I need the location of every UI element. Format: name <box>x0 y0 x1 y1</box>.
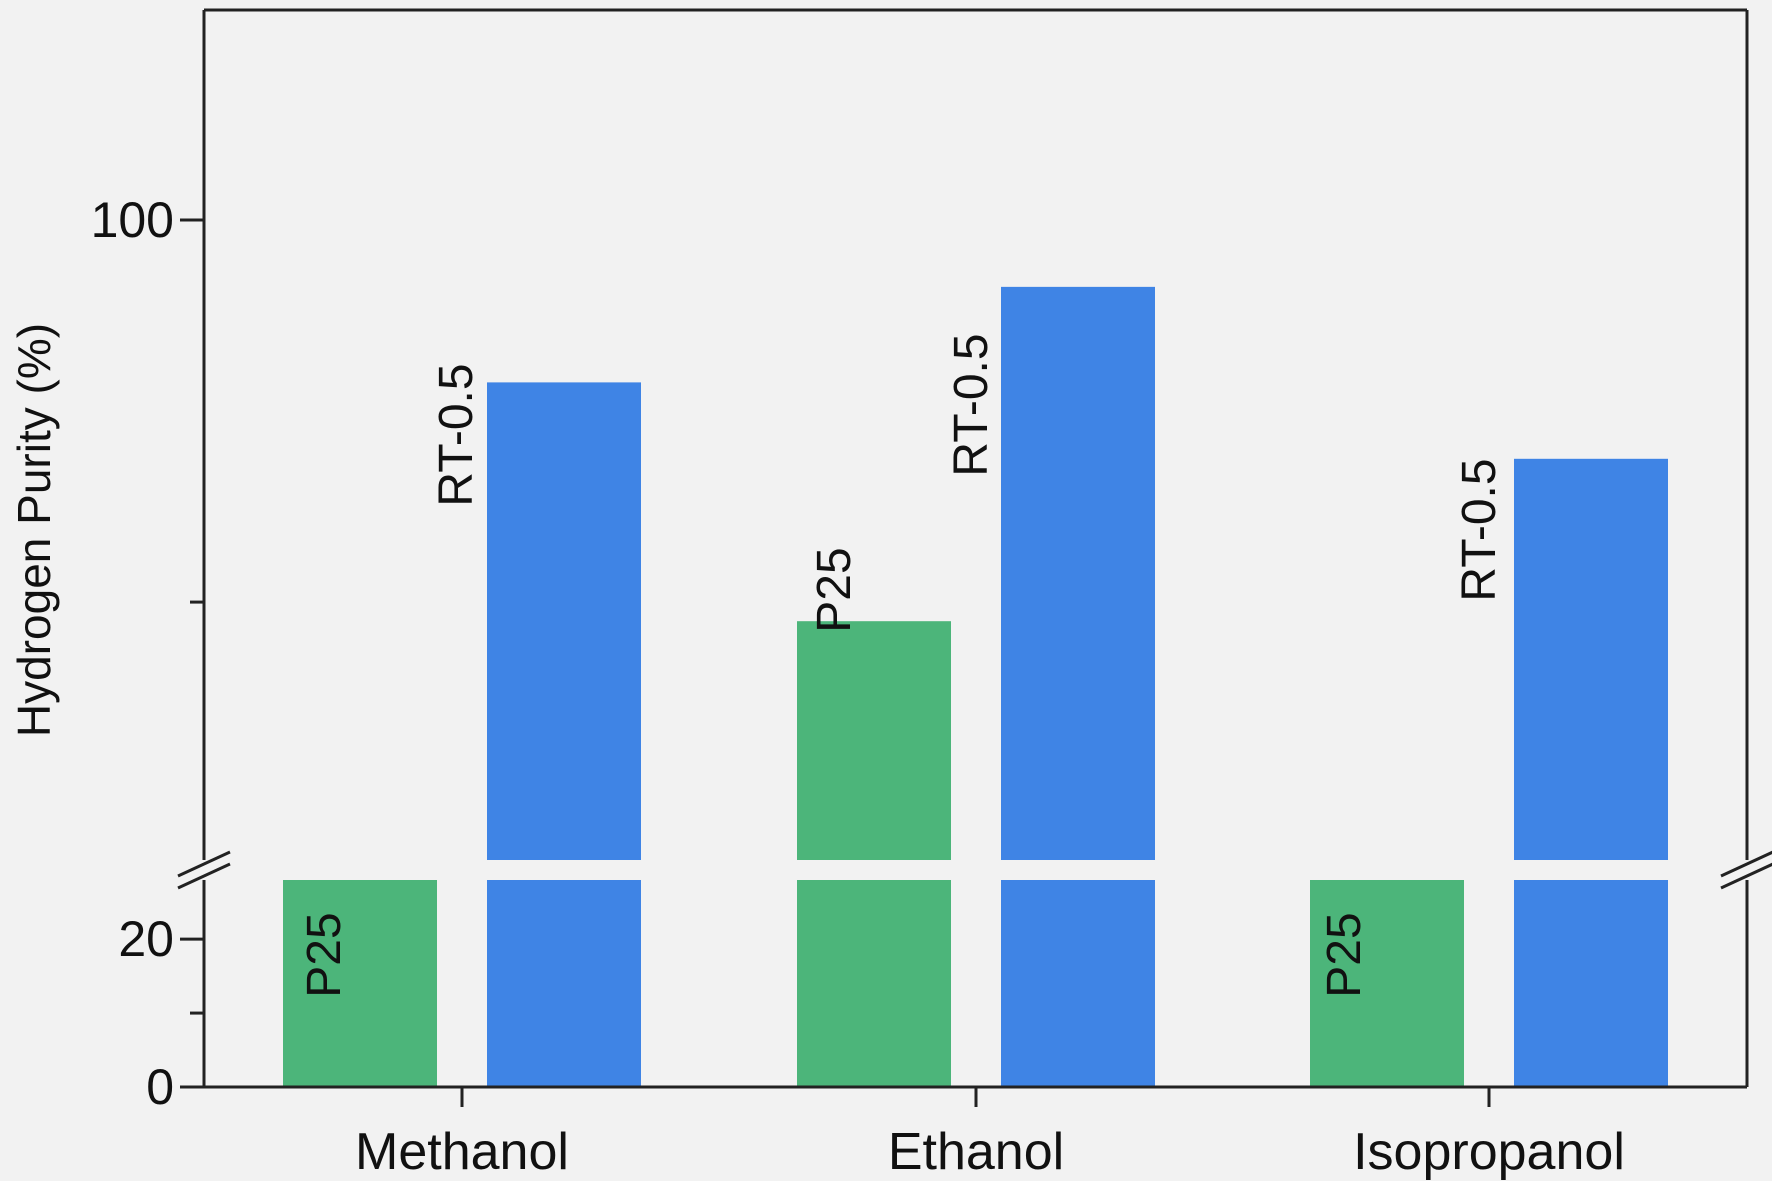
bar-label-rt-0-5-methanol: RT-0.5 <box>430 363 483 506</box>
break-mark-left-1 <box>177 850 231 878</box>
bar-labels: P25 P25 P25 RT-0.5 RT-0.5 RT-0.5 <box>298 333 1506 997</box>
axis-break-gap <box>206 860 1745 880</box>
bar-label-p25-ethanol: P25 <box>808 547 861 632</box>
y-tick-label-100: 100 <box>91 192 174 248</box>
break-gap-band <box>206 860 1745 880</box>
y-tick-label-0: 0 <box>146 1059 174 1115</box>
bar-label-rt-0-5-ethanol: RT-0.5 <box>945 333 998 476</box>
bars-group <box>283 286 1668 1087</box>
bar-p25-isopropanol <box>1310 860 1464 1087</box>
x-tick-label-isopropanol: Isopropanol <box>1353 1123 1625 1181</box>
x-tick-label-methanol: Methanol <box>355 1123 569 1181</box>
y-axis-title: Hydrogen Purity (%) <box>8 323 60 737</box>
break-mark-left-2 <box>177 862 231 890</box>
y-tick-label-20: 20 <box>118 911 174 967</box>
y-ticks: 0 20 100 <box>91 192 204 1115</box>
x-ticks: Methanol Ethanol Isopropanol <box>355 1087 1625 1181</box>
bar-rt-0-5-methanol <box>487 382 641 1087</box>
bar-rt-0-5-isopropanol <box>1514 458 1668 1087</box>
bar-p25-ethanol <box>797 621 951 1087</box>
bar-label-p25-methanol: P25 <box>298 912 351 997</box>
bar-p25-methanol <box>283 880 437 1087</box>
break-mark-right-2 <box>1720 862 1772 890</box>
bar-label-p25-isopropanol: P25 <box>1318 912 1371 997</box>
x-tick-label-ethanol: Ethanol <box>888 1123 1064 1181</box>
break-mark-right-1 <box>1720 850 1772 878</box>
bar-label-rt-0-5-isopropanol: RT-0.5 <box>1453 458 1506 601</box>
bar-rt-0-5-ethanol <box>1001 286 1155 1087</box>
